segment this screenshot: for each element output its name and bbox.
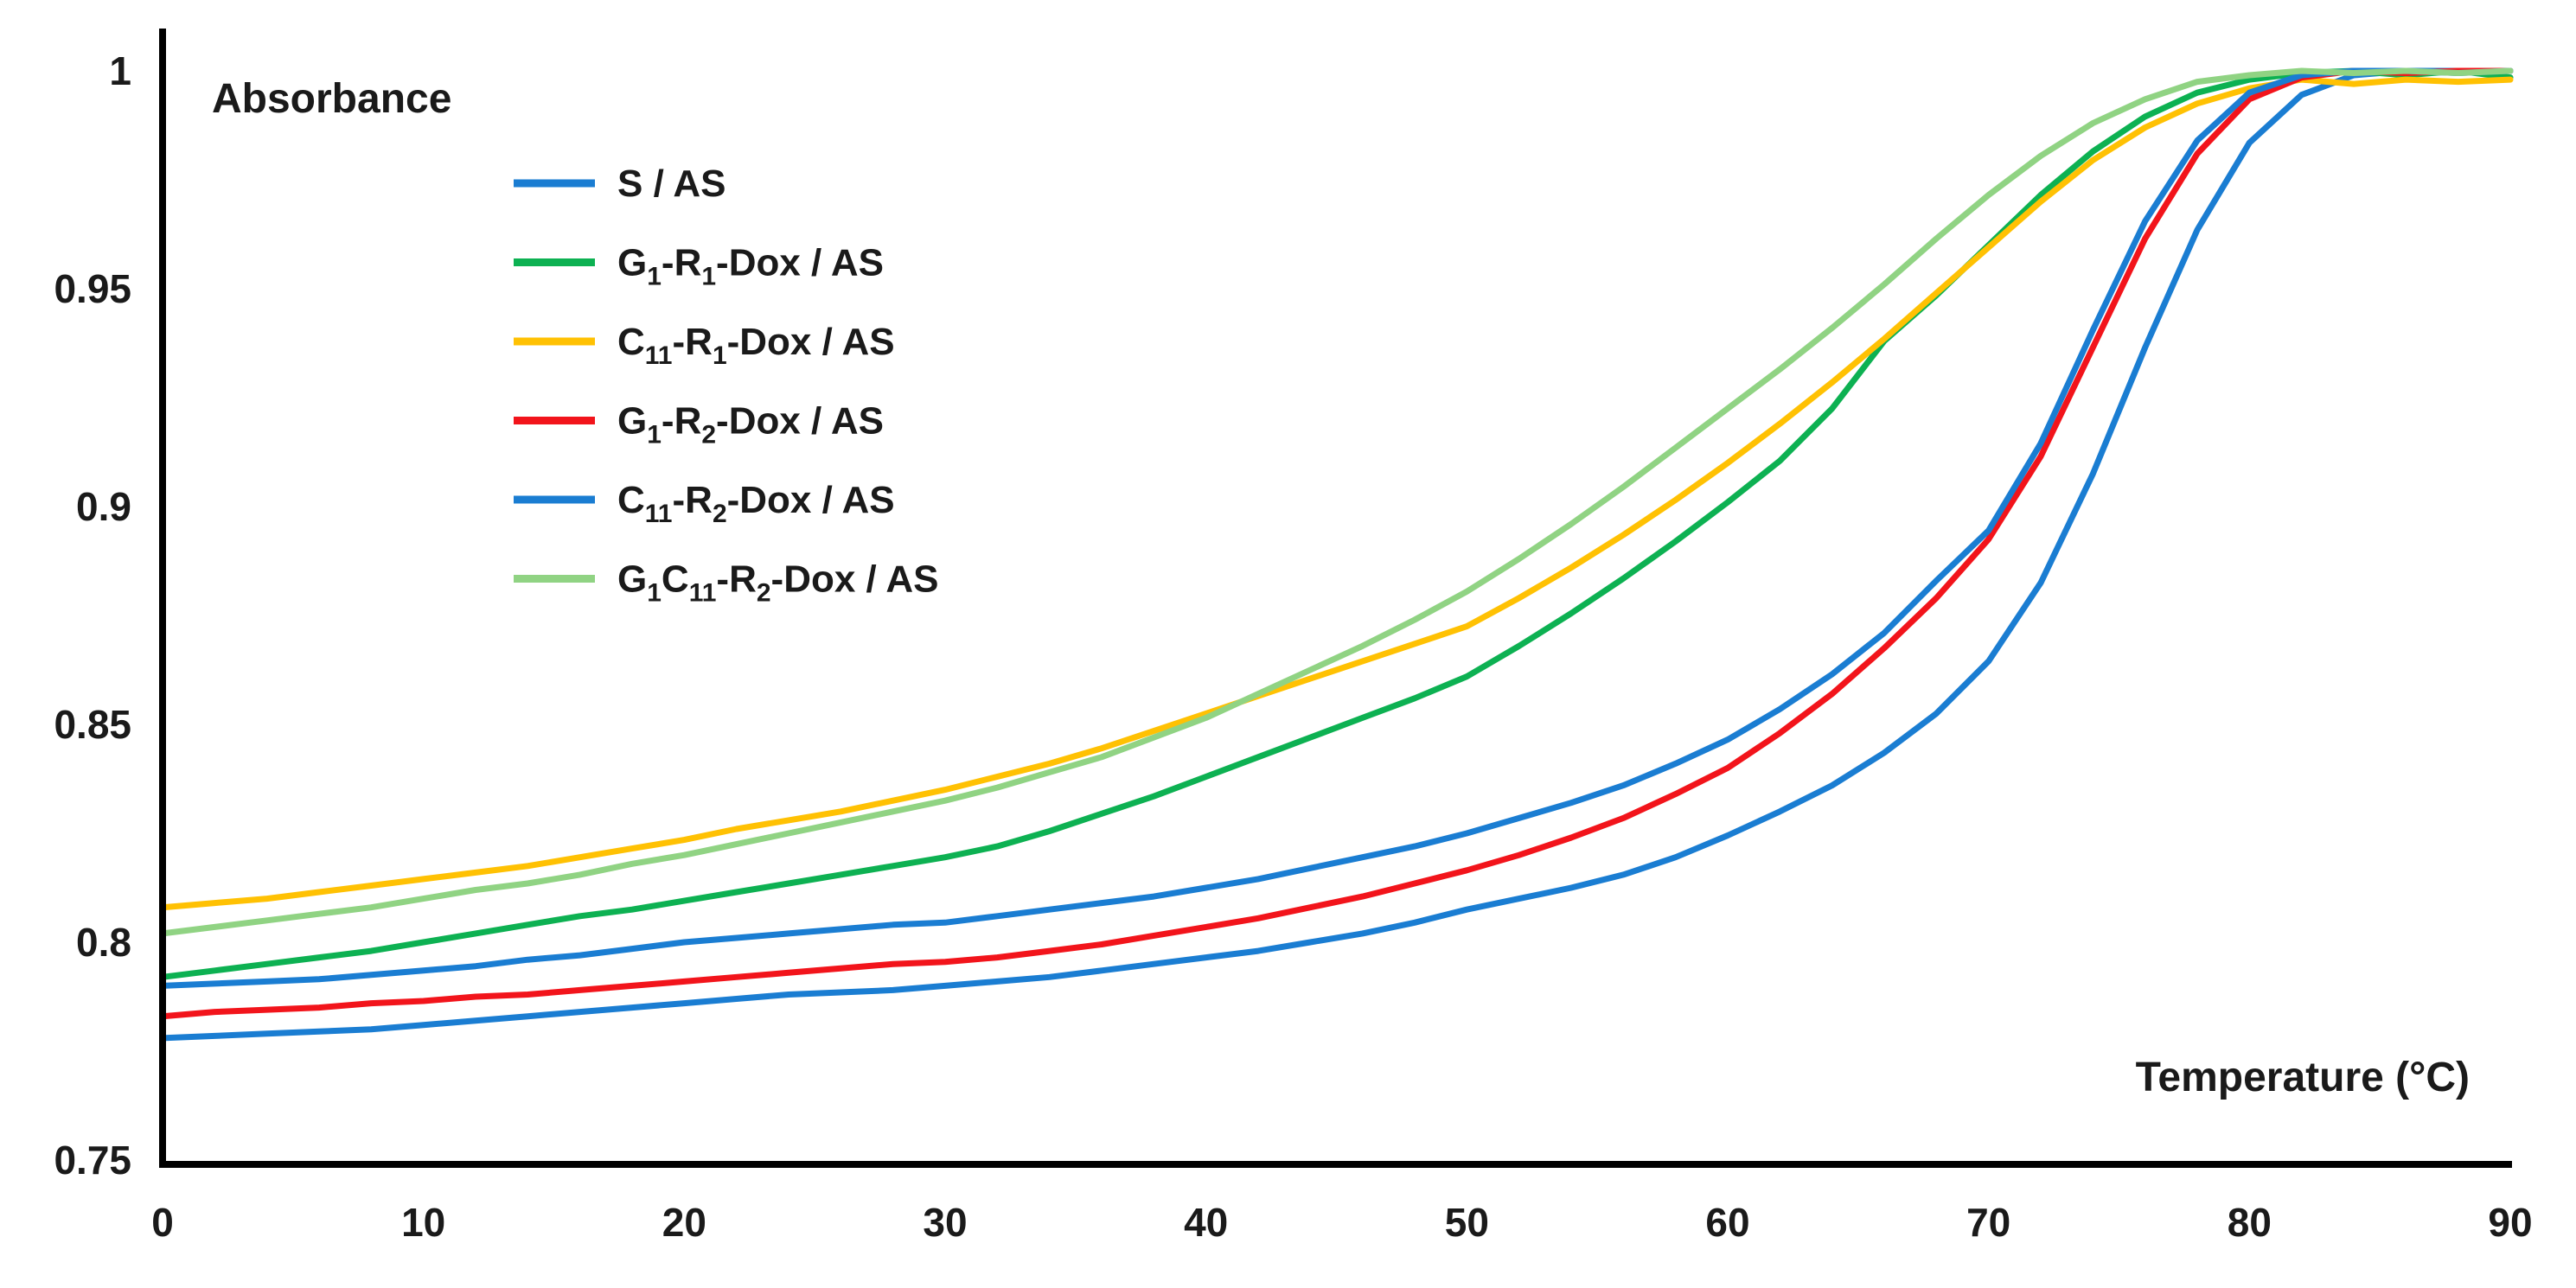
- y-tick-label: 0.8: [76, 920, 131, 965]
- legend-item-c11-r1-dox-as: C11​-R1​-Dox / AS: [514, 321, 895, 370]
- legend-label-g1-r1-dox-as: G1​-R1​-Dox / AS: [617, 242, 884, 291]
- legend-label-c11-r2-dox-as: C11​-R2​-Dox / AS: [617, 479, 895, 528]
- x-tick-label: 20: [662, 1200, 706, 1245]
- curve-g1c11-r2-dox-as: [159, 67, 2514, 937]
- curve-s-as: [159, 67, 2514, 1042]
- x-tick-label: 30: [923, 1200, 967, 1245]
- y-tick-labels: 1 0.95 0.9 0.85 0.8 0.75: [54, 48, 131, 1183]
- legend-label-c11-r1-dox-as: C11​-R1​-Dox / AS: [617, 321, 895, 370]
- curve-c11-r1-dox-as: [159, 76, 2514, 911]
- y-tick-label: 1: [109, 48, 131, 93]
- axes-group: [159, 29, 2512, 1168]
- legend-label-g1-r2-dox-as: G1​-R2​-Dox / AS: [617, 400, 884, 450]
- legend-item-s-as: S / AS: [514, 163, 726, 205]
- y-tick-label: 0.9: [76, 484, 131, 529]
- curve-g1-r2-dox-as: [159, 67, 2514, 1020]
- x-tick-labels: 0 10 20 30 40 50 60 70 80 90: [151, 1200, 2532, 1245]
- x-tick-label: 0: [151, 1200, 174, 1245]
- y-tick-label: 0.85: [54, 702, 131, 747]
- x-tick-label: 90: [2488, 1200, 2532, 1245]
- x-tick-label: 10: [401, 1200, 445, 1245]
- x-tick-label: 70: [1966, 1200, 2010, 1245]
- y-tick-label: 0.95: [54, 266, 131, 311]
- y-tick-label: 0.75: [54, 1138, 131, 1183]
- legend-label-s-as: S / AS: [617, 163, 726, 205]
- legend: S / AS G1​-R1​-Dox / AS C11​-R1​-Dox / AS G…: [514, 163, 939, 608]
- x-tick-label: 50: [1445, 1200, 1489, 1245]
- legend-item-g1-r2-dox-as: G1​-R2​-Dox / AS: [514, 400, 884, 450]
- legend-item-g1-r1-dox-as: G1​-R1​-Dox / AS: [514, 242, 884, 291]
- y-axis-title: Absorbance: [212, 76, 451, 122]
- x-tick-label: 60: [1705, 1200, 1749, 1245]
- x-tick-label: 80: [2228, 1200, 2272, 1245]
- x-tick-label: 40: [1184, 1200, 1228, 1245]
- x-axis-title: Temperature (°C): [2136, 1055, 2470, 1100]
- curves-group: [159, 67, 2514, 1042]
- legend-item-c11-r2-dox-as: C11​-R2​-Dox / AS: [514, 479, 895, 528]
- legend-item-g1c11-r2-dox-as: G1​C11​-R2​-Dox / AS: [514, 558, 939, 608]
- legend-label-g1c11-r2-dox-as: G1​C11​-R2​-Dox / AS: [617, 558, 939, 608]
- curve-c11-r2-dox-as: [159, 67, 2514, 989]
- curve-g1-r1-dox-as: [159, 67, 2514, 980]
